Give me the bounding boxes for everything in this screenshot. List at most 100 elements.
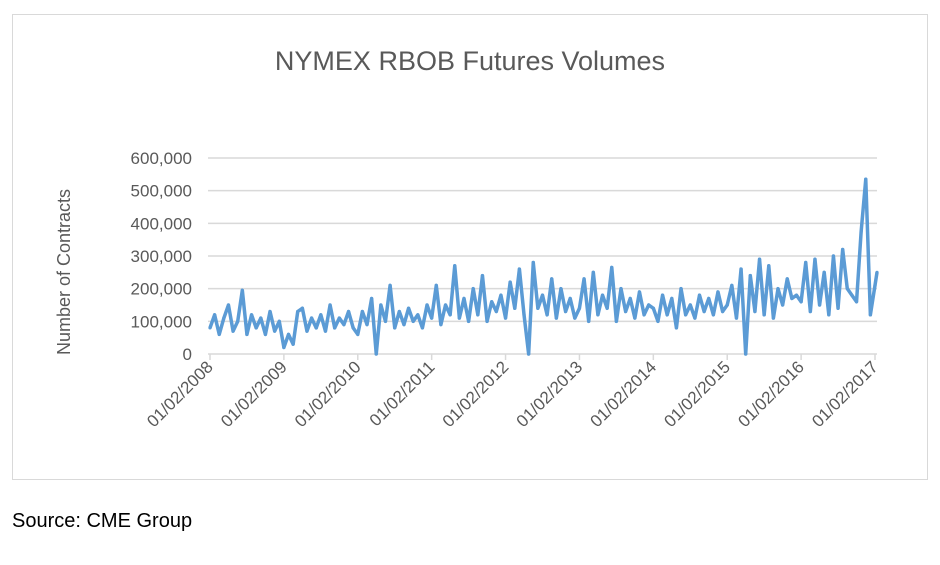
data-point bbox=[457, 316, 461, 320]
data-point bbox=[624, 309, 628, 314]
data-point bbox=[711, 313, 715, 317]
data-point bbox=[517, 267, 522, 271]
data-point bbox=[222, 316, 226, 320]
x-tick-label: 01/02/2016 bbox=[734, 357, 808, 431]
data-point bbox=[591, 270, 595, 274]
data-point bbox=[845, 287, 849, 291]
data-point bbox=[273, 329, 277, 333]
data-point bbox=[850, 293, 854, 297]
data-point bbox=[360, 309, 364, 314]
y-tick-label: 0 bbox=[183, 345, 192, 364]
data-point bbox=[370, 296, 374, 301]
data-point bbox=[434, 283, 438, 287]
chart-frame bbox=[12, 14, 928, 480]
data-point bbox=[748, 274, 752, 278]
data-point bbox=[277, 319, 281, 323]
data-point bbox=[342, 323, 346, 327]
data-point bbox=[875, 270, 879, 274]
data-point bbox=[637, 290, 642, 294]
x-tick-label: 01/02/2017 bbox=[808, 357, 882, 431]
data-point bbox=[730, 283, 734, 287]
data-point bbox=[351, 326, 355, 330]
data-point bbox=[305, 329, 309, 333]
data-point bbox=[610, 265, 614, 270]
data-point bbox=[430, 316, 434, 320]
data-point bbox=[762, 313, 766, 317]
data-point bbox=[494, 309, 498, 314]
data-point bbox=[286, 332, 291, 336]
data-point bbox=[513, 306, 517, 310]
data-point bbox=[660, 293, 665, 297]
data-point bbox=[443, 303, 448, 307]
data-point bbox=[448, 313, 452, 317]
data-point bbox=[425, 303, 429, 307]
data-point bbox=[776, 287, 780, 291]
data-point bbox=[236, 319, 240, 323]
data-point bbox=[374, 352, 378, 356]
data-point bbox=[785, 277, 789, 281]
x-tick-label: 01/02/2009 bbox=[217, 357, 291, 431]
data-point bbox=[259, 316, 263, 320]
data-point bbox=[587, 319, 591, 323]
data-point bbox=[744, 352, 748, 356]
data-point bbox=[808, 309, 812, 314]
data-point bbox=[868, 313, 872, 317]
data-point bbox=[388, 283, 392, 287]
x-tick-label: 01/02/2008 bbox=[143, 357, 217, 431]
data-point bbox=[263, 332, 268, 336]
data-point bbox=[739, 267, 743, 271]
data-point bbox=[647, 303, 651, 307]
y-tick-label: 200,000 bbox=[131, 280, 192, 299]
data-point bbox=[651, 306, 655, 310]
y-tick-label: 100,000 bbox=[131, 312, 192, 331]
data-point bbox=[420, 326, 425, 330]
data-point bbox=[822, 270, 826, 274]
data-point bbox=[208, 326, 212, 330]
data-point bbox=[480, 274, 485, 278]
data-point bbox=[827, 313, 831, 317]
data-point bbox=[314, 326, 318, 330]
data-point bbox=[333, 326, 337, 330]
y-tick-label: 400,000 bbox=[131, 214, 192, 233]
data-point bbox=[771, 316, 776, 320]
data-point bbox=[605, 306, 609, 310]
data-point bbox=[268, 309, 272, 314]
data-point bbox=[642, 313, 646, 317]
series-line-volume bbox=[208, 177, 879, 356]
x-tick-label: 01/02/2010 bbox=[291, 357, 365, 431]
y-axis-label: Number of Contracts bbox=[54, 189, 74, 355]
data-point bbox=[249, 313, 254, 317]
data-point bbox=[231, 329, 235, 333]
data-point bbox=[619, 287, 623, 291]
data-point bbox=[716, 290, 720, 294]
data-point bbox=[406, 306, 411, 310]
chart-title: NYMEX RBOB Futures Volumes bbox=[275, 46, 665, 76]
data-point bbox=[379, 303, 383, 307]
data-point bbox=[411, 319, 415, 323]
data-point bbox=[702, 309, 706, 314]
data-point bbox=[563, 309, 568, 314]
data-point bbox=[628, 296, 632, 301]
data-point bbox=[356, 332, 360, 336]
data-point bbox=[393, 326, 397, 330]
data-point bbox=[684, 313, 688, 317]
data-point bbox=[813, 257, 817, 261]
data-point bbox=[596, 313, 600, 317]
data-point bbox=[522, 313, 526, 317]
data-point bbox=[799, 300, 803, 304]
data-point bbox=[213, 313, 217, 317]
data-point bbox=[545, 313, 549, 317]
data-point bbox=[346, 309, 351, 314]
data-point bbox=[540, 293, 545, 297]
data-point bbox=[527, 352, 531, 356]
data-point bbox=[453, 264, 457, 268]
data-point bbox=[817, 303, 822, 307]
x-tick-label: 01/02/2014 bbox=[587, 357, 661, 431]
x-tick-label: 01/02/2011 bbox=[366, 357, 439, 430]
y-tick-label: 300,000 bbox=[131, 247, 192, 266]
data-point bbox=[804, 260, 808, 265]
data-point bbox=[831, 254, 836, 258]
data-point bbox=[536, 306, 540, 310]
data-point bbox=[836, 306, 840, 310]
